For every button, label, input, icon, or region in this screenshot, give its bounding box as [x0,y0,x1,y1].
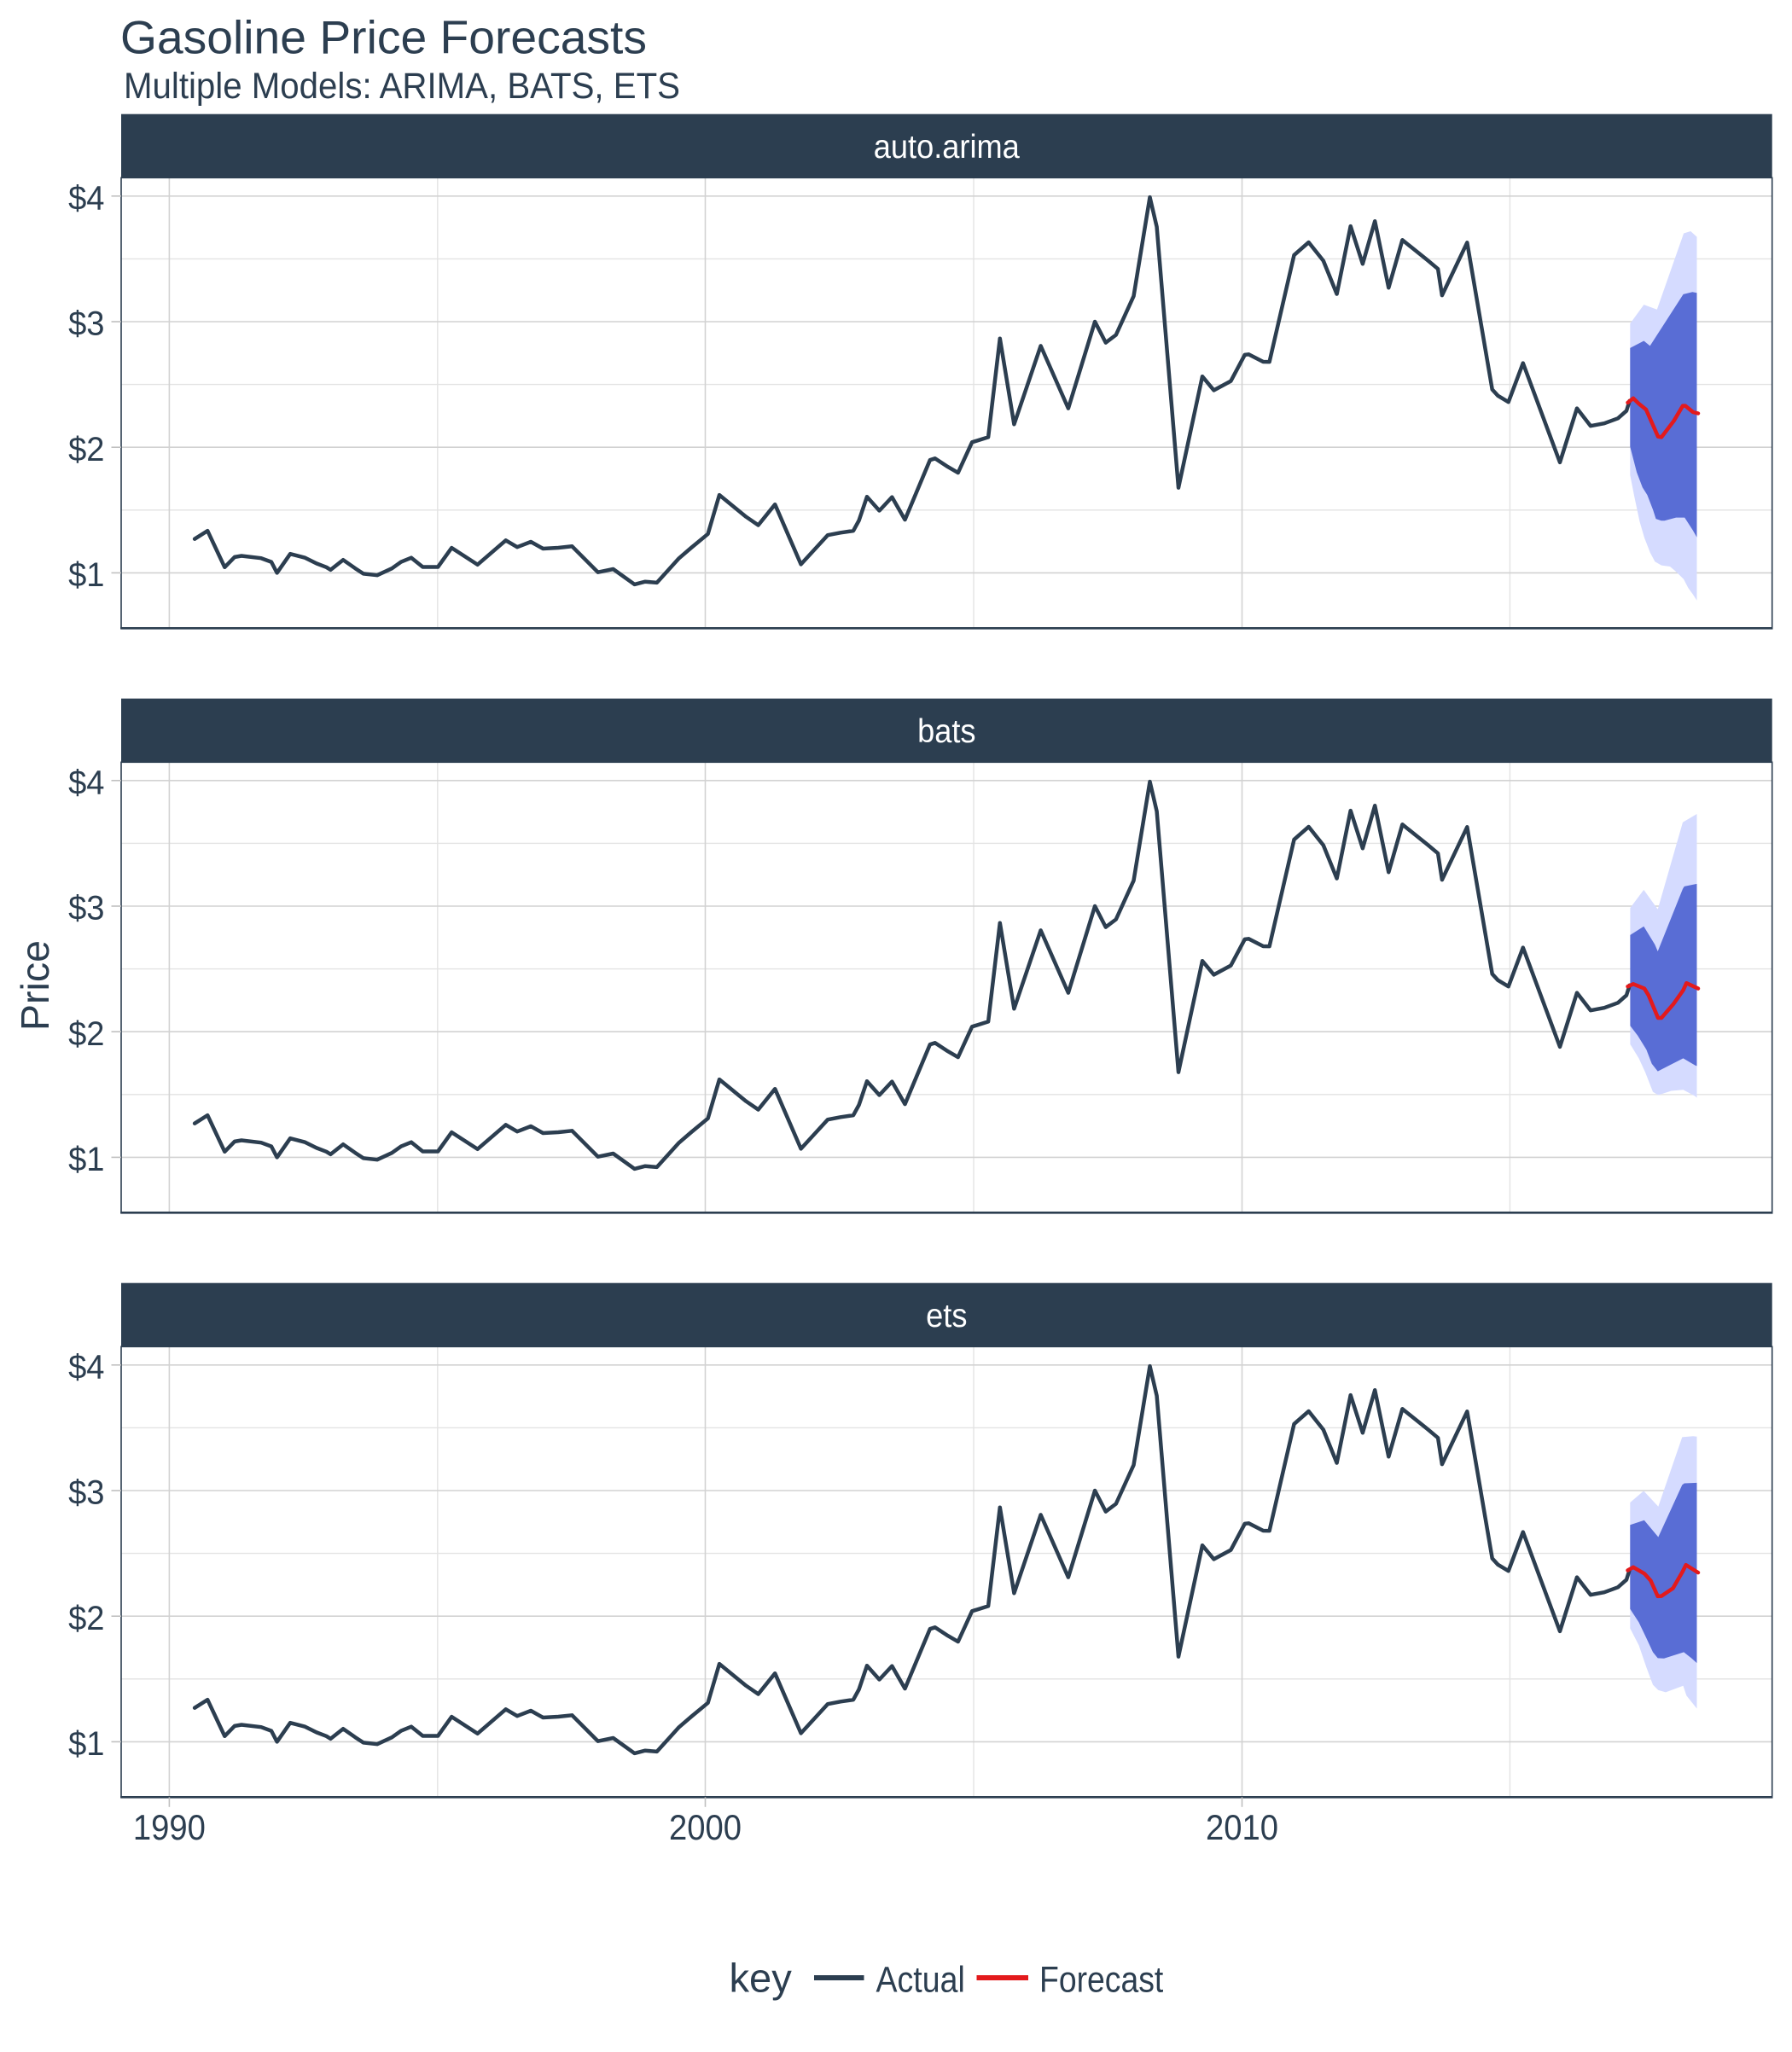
svg-text:Actual: Actual [876,1961,965,2001]
svg-text:2000: 2000 [669,1808,742,1847]
svg-text:Multiple Models: ARIMA, BATS,: Multiple Models: ARIMA, BATS, ETS [124,66,680,107]
svg-text:$1: $1 [68,556,104,594]
svg-text:$4: $4 [68,179,104,217]
svg-text:$2: $2 [68,431,104,468]
svg-text:Price: Price [13,940,57,1031]
svg-text:$3: $3 [68,305,104,343]
svg-text:2010: 2010 [1206,1808,1278,1847]
svg-text:Gasoline Price Forecasts: Gasoline Price Forecasts [120,12,647,64]
svg-text:$2: $2 [68,1600,104,1637]
svg-text:bats: bats [917,713,975,750]
svg-text:$4: $4 [68,764,104,801]
svg-text:ets: ets [926,1298,967,1334]
svg-text:$1: $1 [68,1725,104,1763]
svg-text:key: key [730,1956,793,2001]
svg-text:Forecast: Forecast [1039,1961,1163,2001]
svg-text:$4: $4 [68,1348,104,1386]
svg-text:$1: $1 [68,1141,104,1178]
svg-text:$2: $2 [68,1015,104,1053]
svg-text:1990: 1990 [133,1808,206,1847]
svg-text:auto.arima: auto.arima [874,129,1020,166]
svg-text:$3: $3 [68,1474,104,1512]
svg-text:$3: $3 [68,890,104,927]
